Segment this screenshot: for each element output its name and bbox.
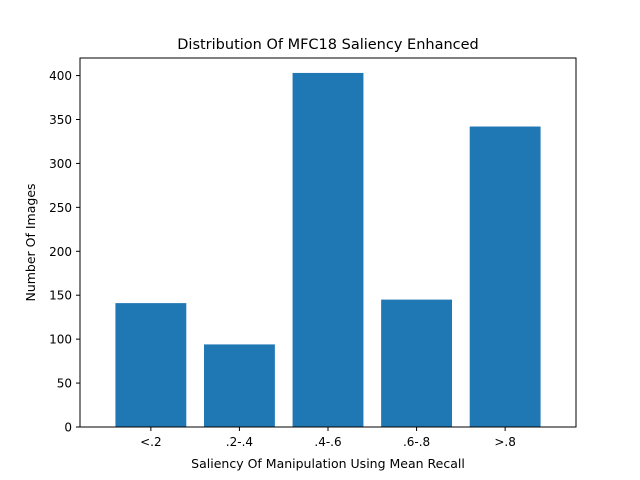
- bar-4: [381, 299, 452, 427]
- y-axis: 0 50 100 150 200 250 300 350 400: [49, 69, 80, 435]
- bar-2: [204, 344, 275, 427]
- y-tick-label: 250: [49, 201, 72, 215]
- x-axis-label: Saliency Of Manipulation Using Mean Reca…: [191, 456, 465, 471]
- x-tick-label: .6-.8: [403, 435, 430, 449]
- y-tick-label: 350: [49, 113, 72, 127]
- y-tick-label: 0: [64, 421, 72, 435]
- x-tick-label: .4-.6: [314, 435, 341, 449]
- x-tick-label: .2-.4: [226, 435, 253, 449]
- y-tick-label: 50: [57, 377, 72, 391]
- bar-5: [469, 126, 541, 428]
- y-tick-label: 150: [49, 289, 72, 303]
- y-tick-label: 400: [49, 69, 72, 83]
- y-tick-label: 100: [49, 333, 72, 347]
- plot-frame: [79, 57, 577, 428]
- bar-1: [115, 303, 187, 427]
- y-tick-label: 300: [49, 157, 72, 171]
- x-tick-label: <.2: [140, 435, 162, 449]
- x-axis: <.2 .2-.4 .4-.6 .6-.8 >.8: [140, 427, 516, 449]
- x-tick-label: >.8: [494, 435, 516, 449]
- bar-group: [115, 72, 541, 428]
- y-axis-label: Number Of Images: [23, 183, 38, 301]
- bar-3: [292, 72, 364, 427]
- chart-title: Distribution Of MFC18 Saliency Enhanced: [177, 37, 479, 53]
- y-tick-label: 200: [49, 245, 72, 259]
